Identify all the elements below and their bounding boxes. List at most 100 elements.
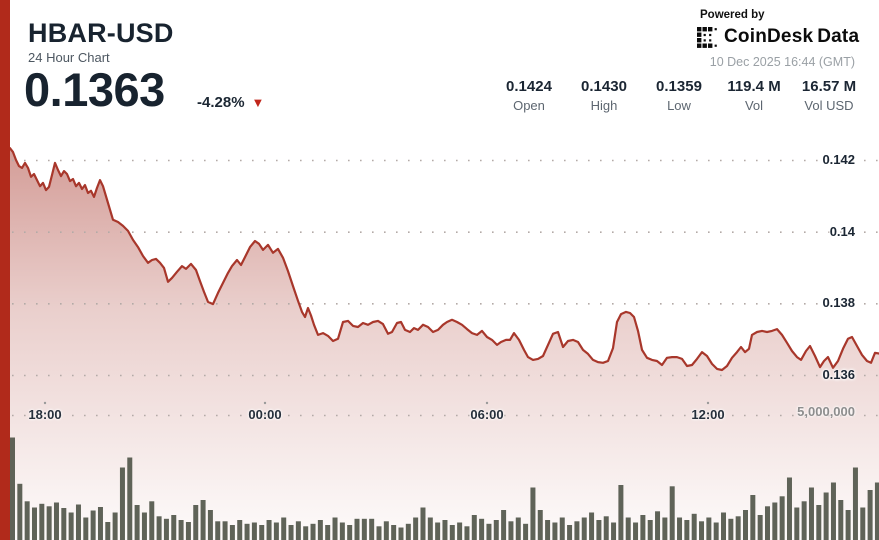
volume-bar xyxy=(801,501,807,540)
volume-bar xyxy=(786,477,792,540)
brand-name: CoinDesk Data xyxy=(724,26,859,48)
x-axis-time-label: 12:00 xyxy=(691,407,725,422)
volume-bar xyxy=(684,520,690,540)
volume-bar xyxy=(493,520,499,540)
x-axis-time-label: 00:00 xyxy=(248,407,282,422)
volume-bar xyxy=(845,510,851,540)
price-change-percent: -4.28% xyxy=(197,94,245,111)
volume-bar xyxy=(288,525,294,540)
volume-bar xyxy=(17,483,23,540)
volume-bar xyxy=(471,515,477,540)
volume-bar xyxy=(552,522,558,540)
volume-bar xyxy=(830,482,836,540)
arrow-down-icon: ▼ xyxy=(251,95,265,110)
volume-bar xyxy=(339,522,345,540)
price-line xyxy=(8,147,879,372)
volume-bar xyxy=(677,517,683,540)
volume-bar xyxy=(75,504,81,540)
volume-bar xyxy=(559,517,565,540)
volume-bar xyxy=(163,518,169,540)
timestamp: 10 Dec 2025 16:44 (GMT) xyxy=(709,55,855,69)
stat-volume-label: Vol xyxy=(744,98,764,113)
volume-bar xyxy=(259,525,265,540)
x-tick-dot xyxy=(706,401,710,405)
stat-open: 0.1424 Open xyxy=(494,78,564,113)
volume-bar xyxy=(537,510,543,540)
volume-bar xyxy=(398,527,404,540)
volume-bar xyxy=(39,503,45,540)
volume-bar xyxy=(611,522,617,540)
volume-bar xyxy=(706,517,712,540)
volume-bar xyxy=(457,522,463,540)
volume-bar xyxy=(31,507,37,540)
volume-bar xyxy=(655,511,661,540)
volume-bar xyxy=(816,505,822,540)
volume-bar xyxy=(405,523,411,540)
y-axis-price-label: 0.142 xyxy=(822,152,855,167)
volume-bar xyxy=(589,512,595,540)
volume-bar xyxy=(735,516,741,540)
stat-open-label: Open xyxy=(513,98,545,113)
volume-bar xyxy=(420,507,426,540)
stat-low: 0.1359 Low xyxy=(644,78,714,113)
volume-bar xyxy=(97,507,103,540)
volume-bar xyxy=(772,502,778,540)
volume-bar xyxy=(90,510,96,540)
volume-bar xyxy=(662,517,668,540)
x-tick-dot xyxy=(485,401,489,405)
volume-bar xyxy=(647,520,653,540)
x-axis-time-label: 06:00 xyxy=(470,407,504,422)
volume-bar xyxy=(515,517,521,540)
volume-bar xyxy=(141,512,147,540)
volume-bar xyxy=(860,507,866,540)
volume-bar xyxy=(251,522,257,540)
volume-bar xyxy=(215,521,221,540)
volume-bar xyxy=(413,517,419,540)
volume-bar xyxy=(68,512,74,540)
volume-bar xyxy=(633,522,639,540)
volume-bar xyxy=(721,512,727,540)
x-axis-time-label: 18:00 xyxy=(28,407,62,422)
volume-bar xyxy=(222,521,228,540)
x-tick-dot xyxy=(43,401,47,405)
volume-bar xyxy=(46,506,52,540)
volume-bar xyxy=(464,526,470,540)
volume-bar xyxy=(229,525,235,540)
volume-bar xyxy=(728,518,734,540)
volume-bar xyxy=(391,525,397,540)
volume-bar xyxy=(24,501,30,540)
volume-bar xyxy=(838,500,844,540)
coindesk-data-logo[interactable]: CoinDesk Data xyxy=(697,26,859,48)
volume-bar xyxy=(53,502,59,540)
y-axis-price-label: 0.138 xyxy=(822,295,855,311)
volume-bar xyxy=(369,518,375,540)
stat-high-value: 0.1430 xyxy=(581,78,627,95)
brand-data: Data xyxy=(817,26,860,47)
ohlcv-stats-row: 0.1424 Open 0.1430 High 0.1359 Low 119.4… xyxy=(494,78,864,113)
volume-bar xyxy=(185,522,191,540)
volume-bar xyxy=(874,482,879,540)
volume-bar xyxy=(83,517,89,540)
current-price: 0.1363 xyxy=(24,63,165,116)
volume-bar xyxy=(442,520,448,540)
stat-open-value: 0.1424 xyxy=(506,78,552,95)
y-axis-volume-label: 5,000,000 xyxy=(797,404,855,419)
volume-bar xyxy=(508,521,514,540)
price-area-fill xyxy=(10,148,879,540)
x-tick-dot xyxy=(263,401,267,405)
volume-bar xyxy=(486,523,492,540)
volume-bar xyxy=(383,521,389,540)
volume-bar xyxy=(574,521,580,540)
volume-bar xyxy=(625,517,631,540)
volume-bar xyxy=(808,487,814,540)
volume-bar xyxy=(669,486,675,540)
y-axis-price-label: 0.136 xyxy=(822,367,855,382)
volume-bar xyxy=(266,520,272,540)
volume-bar xyxy=(640,515,646,540)
volume-bar xyxy=(479,518,485,540)
volume-bar xyxy=(867,490,873,540)
volume-bar xyxy=(567,525,573,540)
volume-bar xyxy=(310,523,316,540)
